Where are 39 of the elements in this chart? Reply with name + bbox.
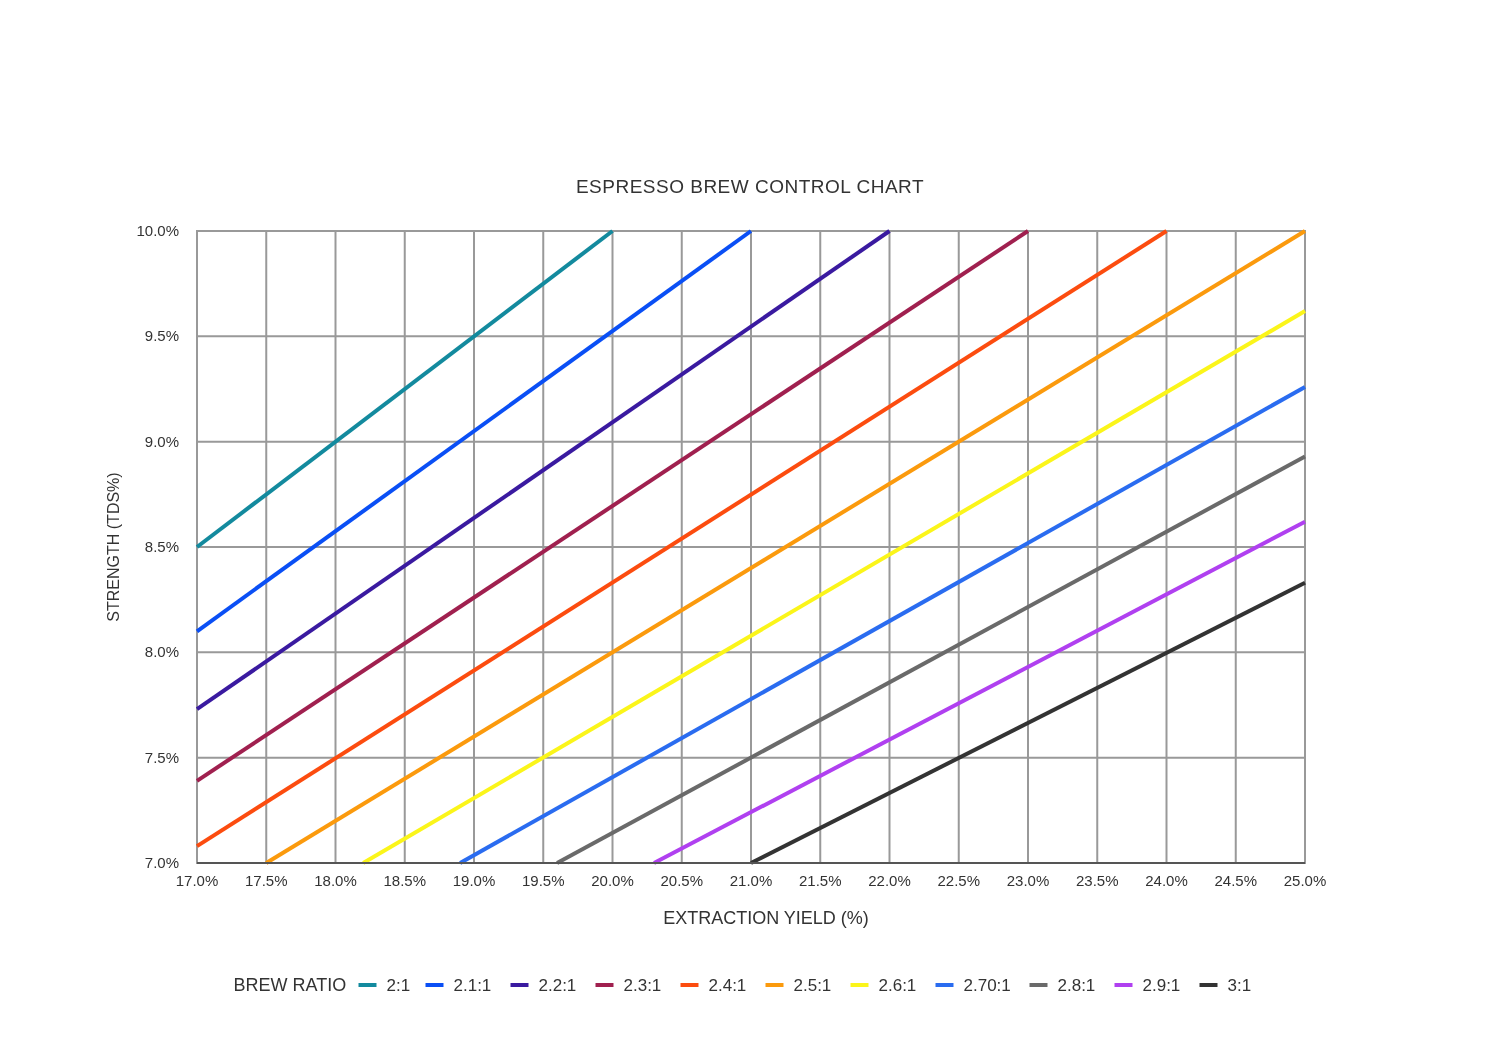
x-tick-label: 22.0% [868, 872, 911, 889]
y-tick-label: 9.5% [144, 327, 179, 345]
y-tick-label: 10.0% [136, 222, 179, 239]
x-tick-label: 18.0% [314, 872, 357, 889]
legend-title: BREW RATIO [233, 975, 347, 995]
x-tick-label: 23.0% [1006, 872, 1050, 889]
legend-label: 2.9:1 [1142, 976, 1181, 995]
legend-label: 2.6:1 [878, 976, 917, 995]
legend-label: 3:1 [1227, 976, 1252, 995]
chart-title: ESPRESSO BREW CONTROL CHART [575, 176, 925, 197]
y-tick-label: 8.5% [144, 538, 179, 555]
x-tick-label: 21.5% [798, 872, 842, 889]
legend-label: 2.70:1 [963, 976, 1011, 995]
x-tick-label: 22.5% [937, 872, 981, 889]
legend-label: 2.8:1 [1057, 976, 1096, 995]
x-tick-label: 21.0% [729, 872, 773, 889]
x-tick-label: 25.0% [1283, 872, 1327, 889]
x-tick-label: 20.5% [660, 872, 704, 889]
legend-label: 2.1:1 [453, 976, 492, 995]
x-tick-label: 24.0% [1145, 872, 1188, 889]
y-tick-label: 7.5% [144, 748, 179, 766]
x-tick-label: 19.0% [452, 872, 496, 889]
x-tick-label: 18.5% [383, 872, 427, 889]
x-tick-label: 17.0% [175, 872, 219, 889]
y-tick-label: 9.0% [144, 432, 179, 450]
x-tick-label: 19.5% [521, 872, 565, 889]
y-tick-label: 8.0% [144, 643, 179, 661]
x-tick-label: 20.0% [591, 872, 634, 889]
y-axis-title: STRENGTH (TDS%) [105, 472, 122, 622]
x-tick-label: 23.5% [1075, 872, 1119, 889]
legend-label: 2.4:1 [708, 976, 747, 995]
legend-label: 2:1 [386, 976, 411, 995]
legend-label: 2.3:1 [623, 976, 662, 995]
x-axis-title: EXTRACTION YIELD (%) [663, 908, 869, 928]
legend-label: 2.2:1 [538, 976, 577, 995]
y-tick-label: 7.0% [144, 854, 179, 871]
x-tick-label: 17.5% [244, 872, 288, 889]
legend-label: 2.5:1 [793, 976, 832, 995]
x-tick-label: 24.5% [1214, 872, 1258, 889]
